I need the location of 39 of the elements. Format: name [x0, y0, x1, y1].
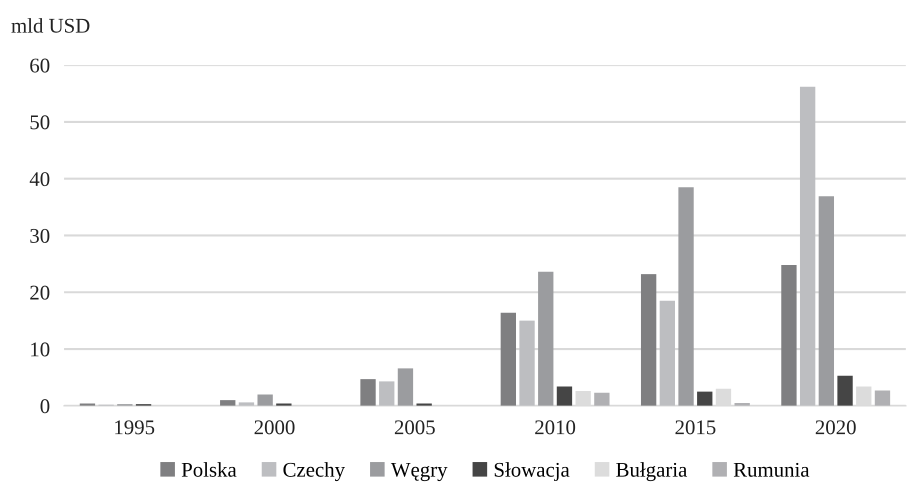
legend-label: Rumunia: [734, 462, 810, 477]
legend-label: Czechy: [283, 462, 345, 482]
bar: [220, 400, 236, 406]
legend-label: Polska: [182, 462, 236, 477]
y-axis-title: mld USD: [11, 18, 90, 33]
bar: [800, 86, 816, 406]
x-tick-label: 2005: [394, 420, 435, 434]
legend-label: Węgry: [390, 462, 448, 482]
legend-label: Bułgaria: [616, 462, 688, 482]
x-tick-label: 1995: [115, 420, 154, 434]
bar: [379, 381, 394, 406]
bar: [556, 386, 572, 406]
x-tick-label: 2015: [675, 420, 716, 434]
x-tick-label: 2010: [535, 420, 576, 434]
bar: [818, 196, 834, 406]
bar: [500, 312, 516, 406]
x-tick-label: 2000: [254, 420, 295, 434]
bar: [398, 368, 414, 406]
bar: [781, 264, 797, 406]
y-tick-label: 10: [31, 342, 50, 356]
y-tick-label: 30: [30, 228, 50, 243]
y-tick-label: 20: [30, 286, 50, 300]
legend-label: Słowacja: [494, 462, 570, 482]
bar: [697, 392, 712, 406]
bar: [594, 392, 610, 406]
bar: [640, 274, 656, 406]
y-tick-label: 0: [40, 399, 50, 414]
y-tick-label: 50: [30, 115, 50, 130]
bar: [837, 376, 853, 406]
x-tick-label: 2020: [816, 420, 856, 434]
bar: [874, 390, 890, 406]
bar: [519, 320, 535, 406]
bar: [257, 394, 273, 406]
bar: [538, 272, 554, 406]
y-tick-label: 40: [30, 172, 50, 186]
bar: [678, 187, 694, 406]
y-tick-label: 60: [30, 58, 50, 73]
bar: [660, 300, 676, 406]
bar: [360, 379, 376, 406]
